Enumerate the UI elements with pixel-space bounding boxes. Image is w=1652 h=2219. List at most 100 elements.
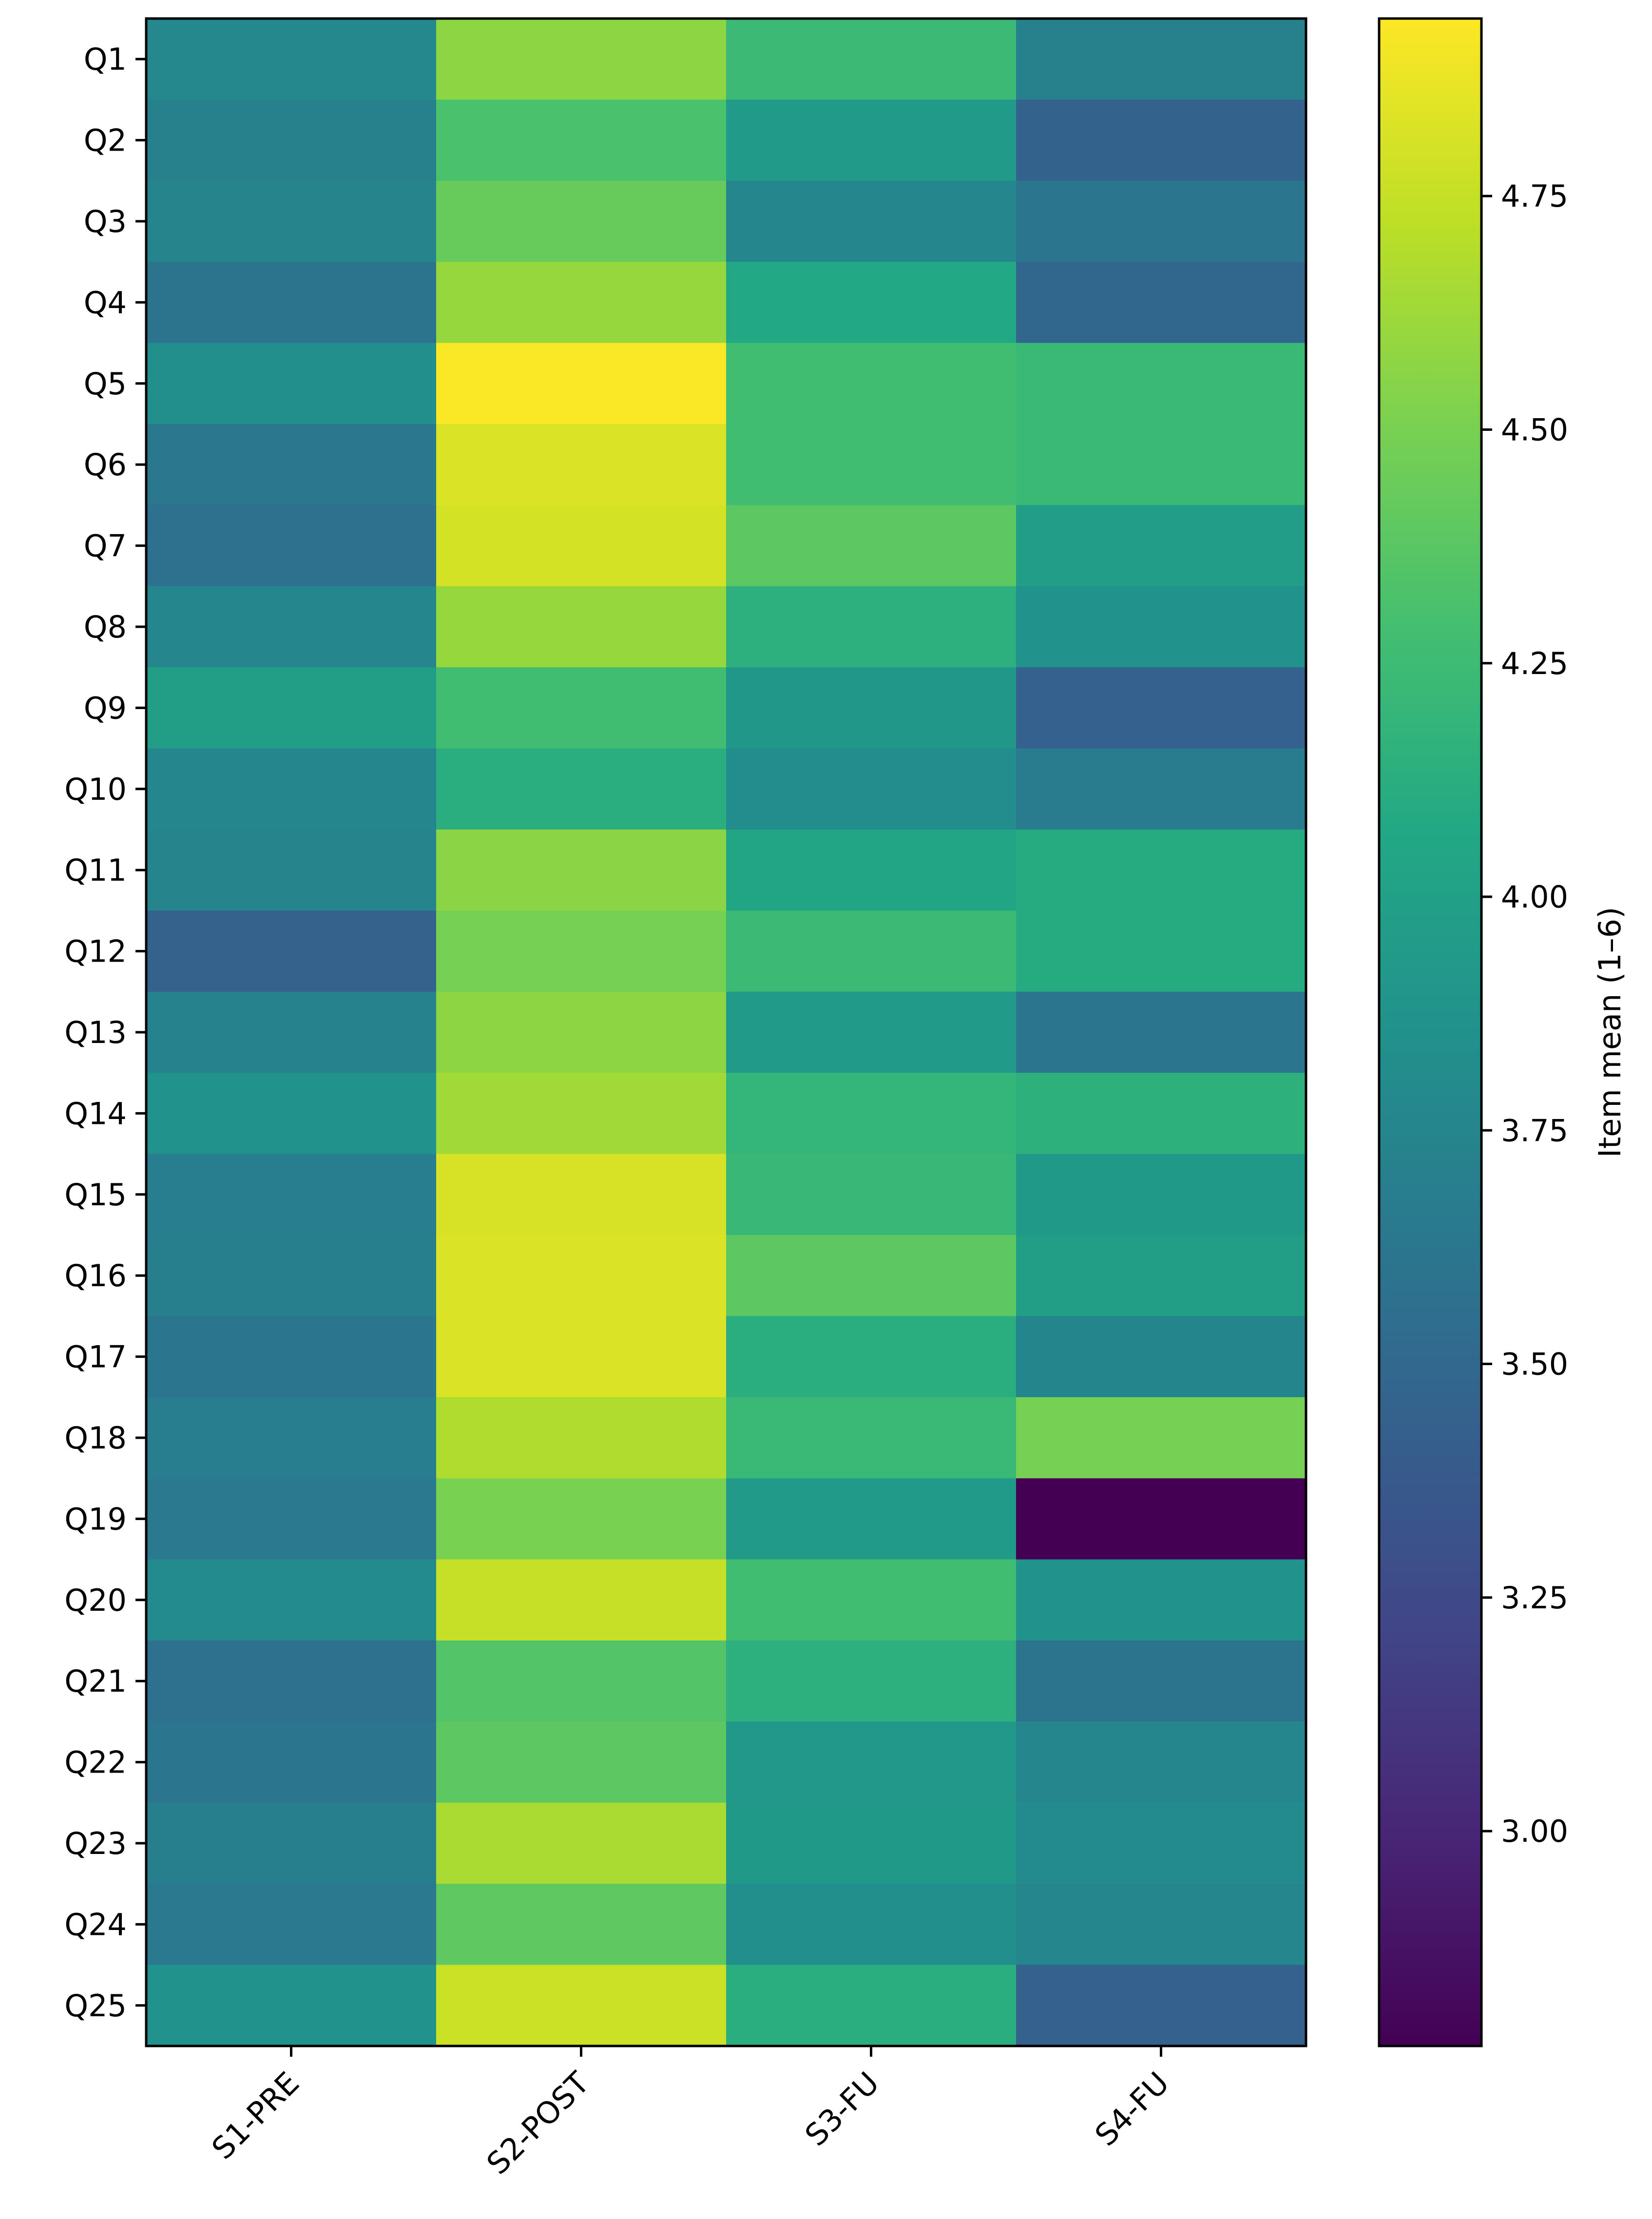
heatmap-cell xyxy=(726,910,1017,992)
y-tick-label: Q2 xyxy=(84,123,127,158)
heatmap-cell xyxy=(1016,19,1306,100)
y-tick-label: Q25 xyxy=(64,1988,127,2024)
y-tick-label: Q1 xyxy=(84,41,127,77)
colorbar-label: Item mean (1–6) xyxy=(1592,907,1628,1158)
heatmap-cell xyxy=(726,19,1017,100)
heatmap-cell xyxy=(1016,99,1306,181)
heatmap-cell xyxy=(436,1721,727,1803)
heatmap-cell xyxy=(1016,830,1306,911)
heatmap-cell xyxy=(1016,991,1306,1073)
heatmap-cell xyxy=(146,424,437,505)
heatmap-cell xyxy=(1016,1559,1306,1641)
heatmap-cell xyxy=(1016,180,1306,262)
heatmap-cell xyxy=(146,667,437,749)
heatmap-cell xyxy=(436,19,727,100)
colorbar-tick-label: 3.75 xyxy=(1501,1113,1568,1148)
heatmap-cell xyxy=(726,1397,1017,1479)
heatmap-cell xyxy=(436,748,727,830)
y-tick-label: Q18 xyxy=(64,1420,127,1456)
heatmap-cell xyxy=(1016,343,1306,425)
heatmap-cell xyxy=(146,19,437,100)
heatmap-cell xyxy=(146,1154,437,1235)
heatmap-cell xyxy=(436,586,727,668)
x-tick-label: S4-FU xyxy=(1088,2065,1176,2153)
heatmap-cell xyxy=(436,1073,727,1155)
colorbar-tick-label: 4.50 xyxy=(1501,412,1568,448)
y-tick-label: Q24 xyxy=(64,1907,127,1942)
y-tick-label: Q6 xyxy=(84,447,127,482)
y-tick-label: Q10 xyxy=(64,772,127,807)
y-tick-label: Q7 xyxy=(84,528,127,564)
heatmap-cell xyxy=(146,910,437,992)
heatmap-cell xyxy=(1016,1235,1306,1316)
heatmap-cell xyxy=(146,1397,437,1479)
heatmap-cell xyxy=(726,1316,1017,1398)
heatmap-cell xyxy=(146,748,437,830)
colorbar-tick-label: 4.75 xyxy=(1501,178,1568,214)
heatmap-cell xyxy=(1016,1965,1306,2046)
heatmap-cell xyxy=(1016,586,1306,668)
heatmap-cell xyxy=(726,1478,1017,1560)
heatmap-cell xyxy=(726,180,1017,262)
y-tick-label: Q23 xyxy=(64,1826,127,1861)
heatmap-cell xyxy=(726,1640,1017,1722)
x-tick-label: S2-POST xyxy=(480,2065,596,2181)
heatmap-cell xyxy=(726,748,1017,830)
heatmap-cell xyxy=(1016,1316,1306,1398)
heatmap-cell xyxy=(436,1802,727,1884)
x-tick-label: S3-FU xyxy=(798,2065,886,2153)
heatmap-cell xyxy=(436,180,727,262)
heatmap-cell xyxy=(726,1235,1017,1316)
heatmap-cell xyxy=(146,99,437,181)
heatmap-cell xyxy=(1016,262,1306,344)
y-tick-label: Q19 xyxy=(64,1501,127,1537)
y-tick-label: Q13 xyxy=(64,1015,127,1050)
heatmap-cell xyxy=(436,343,727,425)
heatmap-cell xyxy=(726,1154,1017,1235)
heatmap-cell xyxy=(436,1640,727,1722)
heatmap-cell xyxy=(436,991,727,1073)
heatmap-cell xyxy=(436,1884,727,1966)
heatmap-cell xyxy=(146,1640,437,1722)
heatmap-cell xyxy=(1016,1721,1306,1803)
y-tick-label: Q17 xyxy=(64,1339,127,1375)
y-tick-label: Q14 xyxy=(64,1096,127,1131)
heatmap-cell xyxy=(436,99,727,181)
heatmap-cell xyxy=(726,1884,1017,1966)
heatmap-cell xyxy=(436,424,727,505)
heatmap-cells xyxy=(146,19,1306,2046)
heatmap-cell xyxy=(1016,1397,1306,1479)
heatmap-cell xyxy=(146,1884,437,1966)
heatmap-cell xyxy=(1016,1884,1306,1966)
heatmap-cell xyxy=(436,910,727,992)
heatmap-cell xyxy=(436,505,727,587)
heatmap-cell xyxy=(436,1397,727,1479)
heatmap-cell xyxy=(726,424,1017,505)
heatmap-cell xyxy=(436,1154,727,1235)
heatmap-cell xyxy=(436,830,727,911)
heatmap-cell xyxy=(726,1073,1017,1155)
heatmap-cell xyxy=(436,262,727,344)
heatmap-cell xyxy=(146,1478,437,1560)
heatmap-cell xyxy=(1016,424,1306,505)
heatmap-cell xyxy=(436,1965,727,2046)
colorbar-tick-label: 3.25 xyxy=(1501,1580,1568,1616)
heatmap-cell xyxy=(436,667,727,749)
heatmap-cell xyxy=(726,1802,1017,1884)
heatmap-cell xyxy=(726,1721,1017,1803)
colorbar-tick-label: 3.00 xyxy=(1501,1814,1568,1849)
x-axis: S1-PRE S2-POST S3-FU S4-FU xyxy=(205,2046,1176,2181)
heatmap-cell xyxy=(146,262,437,344)
heatmap-cell xyxy=(1016,505,1306,587)
heatmap-cell xyxy=(726,1559,1017,1641)
colorbar-tick-label: 4.00 xyxy=(1501,879,1568,915)
y-tick-label: Q15 xyxy=(64,1177,127,1213)
heatmap-cell xyxy=(726,667,1017,749)
heatmap-cell xyxy=(1016,1640,1306,1722)
heatmap-cell xyxy=(436,1235,727,1316)
x-tick-label: S1-PRE xyxy=(205,2065,306,2166)
y-tick-label: Q12 xyxy=(64,934,127,969)
y-tick-label: Q11 xyxy=(64,852,127,888)
y-tick-label: Q16 xyxy=(64,1258,127,1293)
